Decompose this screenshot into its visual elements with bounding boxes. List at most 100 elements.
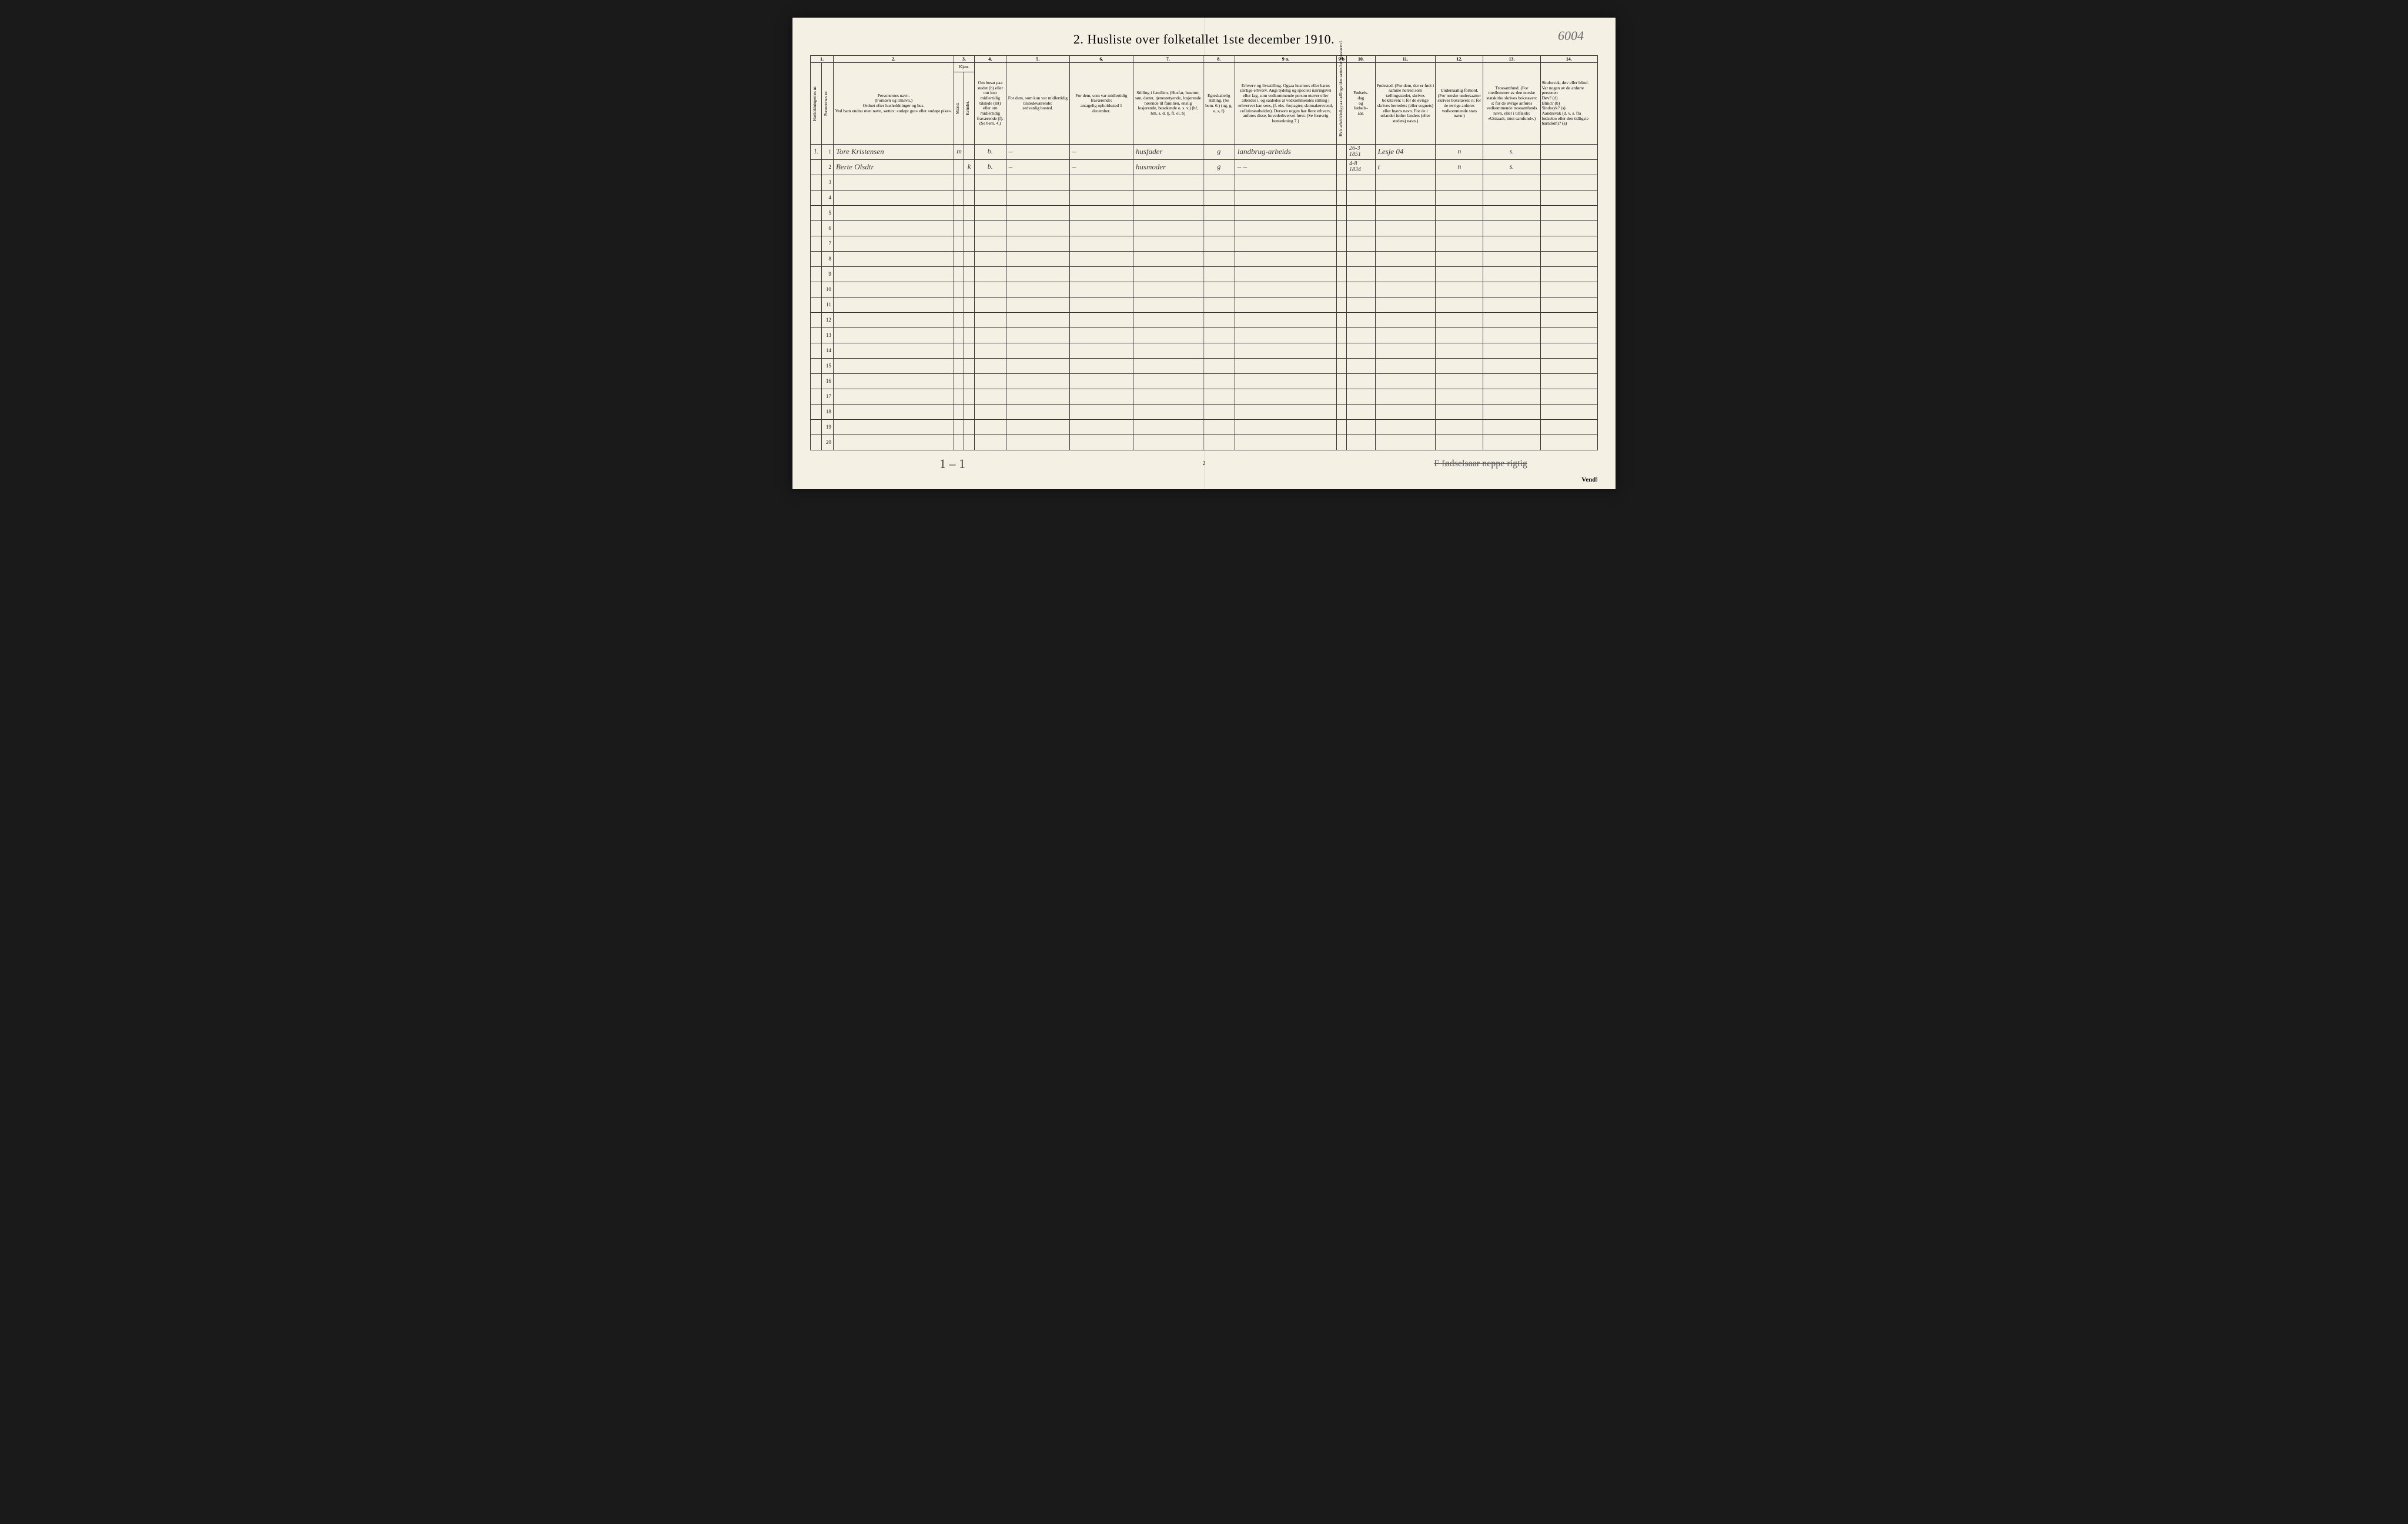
cell-sex-m [954,297,964,312]
cell-birthdate: 26-3 1851 [1347,144,1376,159]
table-row: 19 [811,419,1598,435]
cell-person-name [833,373,954,389]
cell-person-nr: 5 [822,205,833,220]
cell-nationality [1436,236,1483,251]
cell-birthdate [1347,358,1376,373]
cell-sex-k [964,389,974,404]
cell-temp-present [1006,312,1069,327]
cell-disability [1540,343,1597,358]
cell-residence [974,419,1006,435]
cell-family-position [1133,205,1203,220]
header-occupation: Erhverv og livsstilling. Ogsaa husmors e… [1235,63,1336,145]
cell-household-nr [811,236,822,251]
cell-religion: s. [1483,144,1540,159]
table-row: 11 [811,297,1598,312]
cell-residence [974,435,1006,450]
cell-birthplace [1375,343,1436,358]
cell-person-nr: 19 [822,419,833,435]
cell-religion [1483,236,1540,251]
cell-person-nr: 14 [822,343,833,358]
cell-person-nr: 20 [822,435,833,450]
cell-disability [1540,373,1597,389]
cell-person-name [833,358,954,373]
cell-family-position [1133,404,1203,419]
cell-marital [1203,282,1235,297]
cell-birthplace [1375,236,1436,251]
cell-person-name [833,205,954,220]
cell-temp-present [1006,297,1069,312]
cell-sex-m [954,312,964,327]
header-sex: Kjøn. [954,63,975,72]
cell-occupation: – – [1235,159,1336,175]
cell-birthdate [1347,389,1376,404]
cell-household-nr [811,205,822,220]
cell-occupation [1235,373,1336,389]
header-religion: Trossamfund. (For medlemmer av den norsk… [1483,63,1540,145]
header-temp-absent: For dem, som var midlertidig fraværende:… [1069,63,1133,145]
cell-disability [1540,404,1597,419]
cell-birthdate [1347,373,1376,389]
table-header: 1. 2. 3. 4. 5. 6. 7. 8. 9 a. 9 b 10. 11.… [811,56,1598,145]
cell-person-nr: 15 [822,358,833,373]
cell-temp-absent [1069,343,1133,358]
cell-temp-absent [1069,435,1133,450]
cell-family-position [1133,236,1203,251]
table-row: 8 [811,251,1598,266]
cell-sex-m [954,389,964,404]
cell-religion [1483,389,1540,404]
cell-unemployed [1336,419,1346,435]
cell-sex-m [954,404,964,419]
cell-disability [1540,312,1597,327]
cell-person-nr: 6 [822,220,833,236]
cell-sex-m: m [954,144,964,159]
table-body: 1.1Tore Kristensenmb.––husfaderglandbrug… [811,144,1598,450]
cell-family-position [1133,389,1203,404]
cell-person-name [833,190,954,205]
cell-unemployed [1336,220,1346,236]
cell-temp-absent [1069,297,1133,312]
cell-nationality [1436,435,1483,450]
cell-marital [1203,312,1235,327]
cell-household-nr [811,282,822,297]
header-female: Kvinder. [965,73,971,143]
cell-marital [1203,404,1235,419]
cell-residence [974,343,1006,358]
cell-disability [1540,297,1597,312]
cell-nationality [1436,205,1483,220]
cell-birthplace [1375,205,1436,220]
cell-birthdate [1347,435,1376,450]
cell-household-nr [811,419,822,435]
cell-occupation [1235,419,1336,435]
cell-sex-k [964,373,974,389]
cell-unemployed [1336,297,1346,312]
cell-marital [1203,373,1235,389]
cell-household-nr [811,159,822,175]
cell-sex-k [964,144,974,159]
cell-birthplace [1375,266,1436,282]
cell-residence [974,389,1006,404]
cell-temp-absent [1069,419,1133,435]
cell-temp-absent [1069,190,1133,205]
cell-birthdate [1347,205,1376,220]
cell-person-name [833,404,954,419]
colnum-3: 3. [954,56,975,63]
cell-birthdate [1347,327,1376,343]
cell-residence [974,373,1006,389]
cell-family-position [1133,435,1203,450]
cell-unemployed [1336,282,1346,297]
table-row: 10 [811,282,1598,297]
cell-nationality [1436,266,1483,282]
cell-birthplace [1375,251,1436,266]
colnum-5: 5. [1006,56,1069,63]
cell-birthplace [1375,435,1436,450]
cell-sex-k [964,358,974,373]
cell-person-nr: 18 [822,404,833,419]
cell-residence [974,312,1006,327]
header-household-nr: Husholdningernes nr. [812,68,818,139]
cell-nationality [1436,282,1483,297]
cell-person-name [833,220,954,236]
cell-sex-k [964,327,974,343]
cell-occupation [1235,190,1336,205]
cell-person-name [833,343,954,358]
cell-birthplace: t [1375,159,1436,175]
